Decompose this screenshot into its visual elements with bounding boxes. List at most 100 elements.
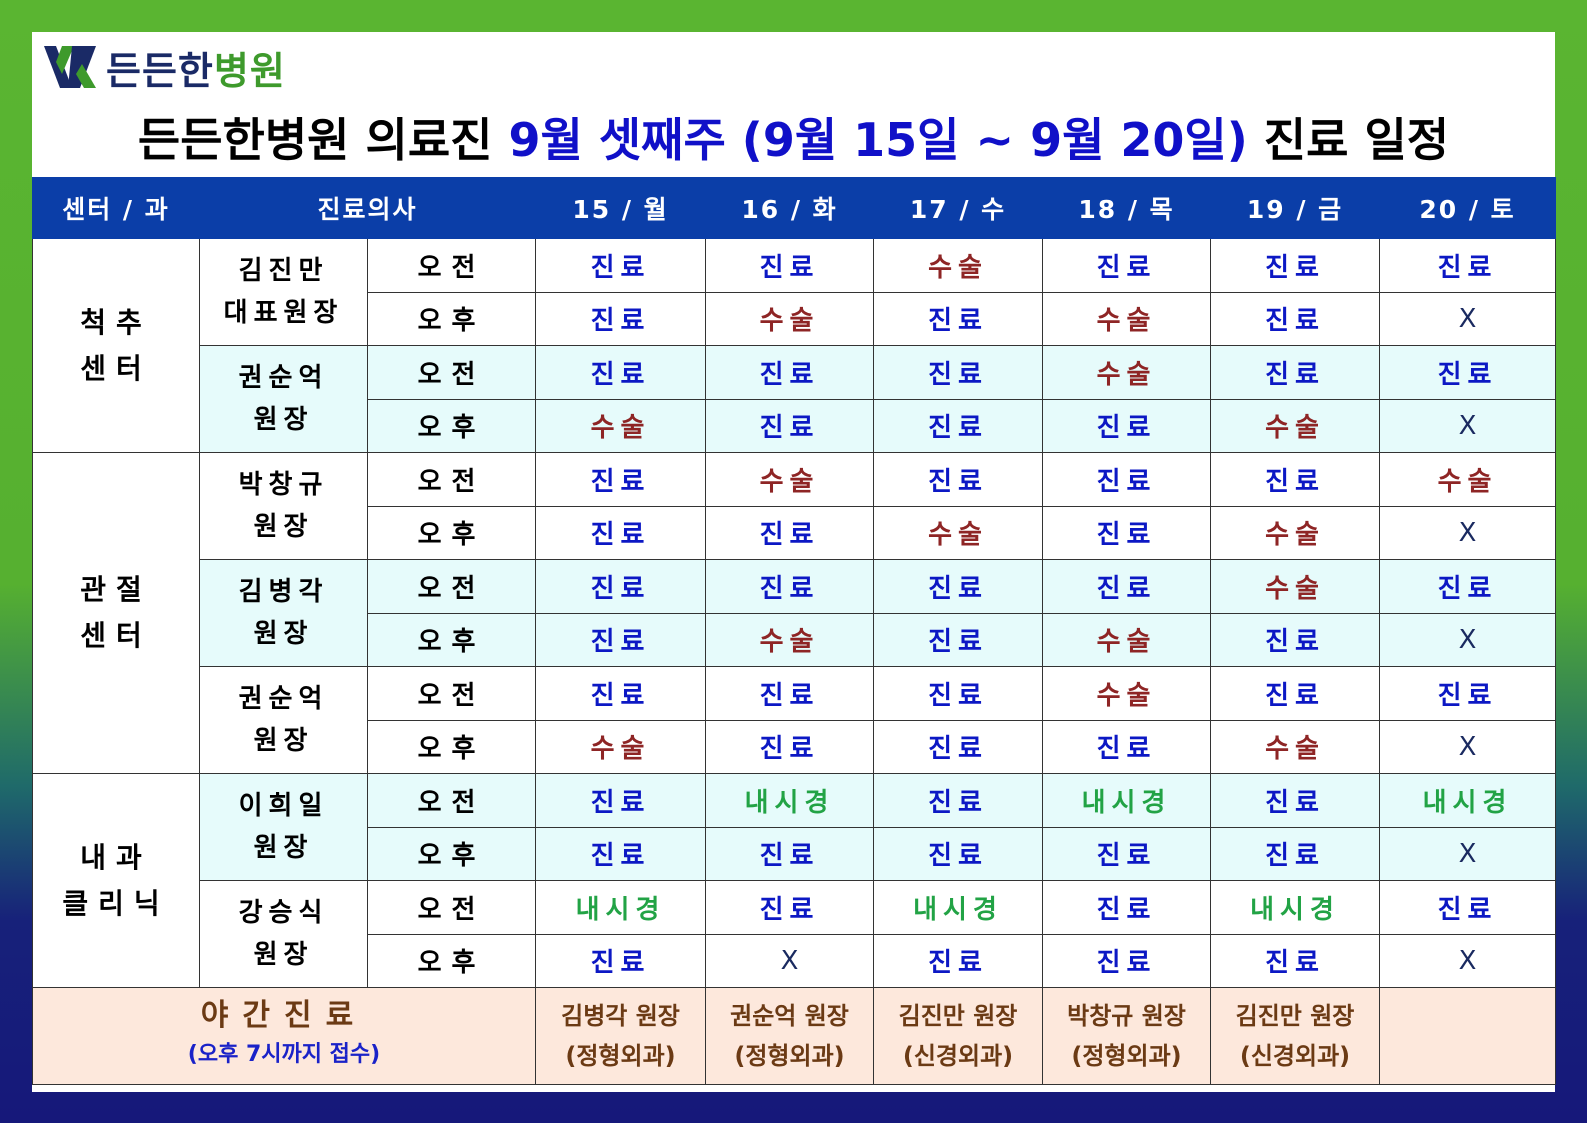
center-name-line1: 관절 (80, 573, 152, 606)
doctor-cell: 권순억 원장 (199, 666, 368, 774)
schedule-cell: 진료 (873, 291, 1044, 346)
night-doctor-dept: (정형외과) (1071, 1042, 1182, 1070)
schedule-row: 오후 진료 X 진료 진료 진료 X (33, 933, 1557, 988)
header-day: 16 / 화 (705, 177, 875, 239)
schedule-cell: 진료 (1210, 345, 1381, 400)
schedule-cell: 수술 (873, 238, 1044, 293)
schedule-cell: 진료 (535, 452, 707, 507)
schedule-row: 오후 진료 수술 진료 수술 진료 X (33, 612, 1557, 667)
night-doctor-dept: (신경외과) (1239, 1042, 1351, 1070)
doctor-title: 원장 (253, 833, 314, 863)
night-doctor-cell: 김병각 원장 (정형외과) (535, 987, 707, 1085)
doctor-name: 강승식 (238, 898, 329, 928)
schedule-cell: 진료 (535, 505, 707, 560)
schedule-cell: 수술 (1210, 505, 1381, 560)
schedule-cell: 수술 (705, 612, 875, 667)
schedule-cell: 진료 (705, 345, 875, 400)
schedule-cell: 진료 (873, 826, 1044, 881)
night-title: 야간진료 (200, 998, 368, 1033)
schedule-cell: 진료 (1042, 826, 1212, 881)
schedule-cell: 진료 (873, 666, 1044, 721)
night-doctor-cell: 권순억 원장 (정형외과) (705, 987, 875, 1085)
doctor-cell: 김병각 원장 (199, 559, 368, 667)
header-doctor: 진료의사 (198, 177, 537, 239)
schedule-cell: 진료 (535, 559, 707, 614)
time-slot: 오전 (366, 880, 537, 935)
schedule-cell: 진료 (705, 719, 875, 774)
night-doctor-name: 김병각 원장 (561, 1002, 680, 1030)
header-day: 19 / 금 (1210, 177, 1381, 239)
schedule-cell: 진료 (873, 719, 1044, 774)
schedule-row: 오후 수술 진료 진료 진료 수술 X (33, 719, 1557, 774)
night-row: 야간진료 (오후 7시까지 접수) 김병각 원장 (정형외과) 권순억 원장 (정형… (31, 987, 1557, 1085)
schedule-cell: 수술 (1210, 398, 1381, 453)
header-day: 18 / 목 (1042, 177, 1212, 239)
schedule-cell: 진료 (1210, 933, 1381, 988)
schedule-cell: 진료 (1042, 238, 1212, 293)
schedule-cell: 진료 (1379, 238, 1557, 293)
schedule-row: 척추 센터 김진만 대표원장 오전 진료 진료 수술 진료 진료 진료 (32, 238, 1557, 453)
center-cell: 관절 센터 (32, 452, 200, 774)
doctor-cell: 김진만 대표원장 (199, 238, 368, 346)
schedule-cell: 수술 (535, 719, 707, 774)
night-doctor-name: 박창규 원장 (1067, 1002, 1186, 1030)
schedule-cell: 진료 (535, 773, 707, 828)
schedule-cell: 수술 (1042, 291, 1212, 346)
night-doctor-name: 권순억 원장 (730, 1002, 849, 1030)
schedule-cell: 진료 (873, 398, 1044, 453)
schedule-cell: 진료 (1210, 773, 1381, 828)
schedule-cell: 진료 (873, 612, 1044, 667)
time-slot: 오후 (366, 826, 537, 881)
schedule-cell: 수술 (705, 452, 875, 507)
center-name-line2: 센터 (80, 351, 152, 385)
schedule-cell: X (1379, 612, 1557, 667)
doctor-title: 원장 (253, 405, 314, 435)
schedule-cell: 수술 (705, 291, 875, 346)
logo-mark-icon (44, 46, 96, 88)
schedule-cell: 진료 (1042, 505, 1212, 560)
schedule-cell: 진료 (1379, 559, 1557, 614)
schedule-cell: X (1379, 826, 1557, 881)
title-suffix: 진료 일정 (1247, 113, 1450, 167)
schedule-row: 내과 클리닉 이희일 원장 오전 진료 내시경 진료 내시경 진료 내시경 (32, 773, 1557, 988)
time-slot: 오후 (366, 719, 537, 774)
night-doctor-dept: (신경외과) (902, 1042, 1014, 1070)
schedule-row: 오후 수술 진료 진료 진료 수술 X (33, 398, 1557, 453)
schedule-cell: 내시경 (1379, 773, 1557, 828)
schedule-cell: 진료 (1379, 345, 1557, 400)
schedule-row: 권순억 원장 오전 진료 진료 진료 수술 진료 진료 (33, 345, 1557, 453)
doctor-title: 원장 (253, 619, 314, 649)
title-prefix: 든든한병원 의료진 (137, 113, 509, 167)
schedule-cell: 진료 (1042, 880, 1212, 935)
center-cell: 내과 클리닉 (32, 773, 200, 988)
time-slot: 오전 (366, 345, 537, 400)
doctor-title: 대표원장 (223, 298, 344, 328)
schedule-row: 권순억 원장 오전 진료 진료 진료 수술 진료 진료 (33, 666, 1557, 774)
schedule-cell: 진료 (535, 238, 707, 293)
schedule-cell: 진료 (1210, 666, 1381, 721)
night-doctor-dept: (정형외과) (734, 1042, 845, 1070)
night-doctor-dept: (정형외과) (565, 1042, 676, 1070)
schedule-cell: X (1379, 719, 1557, 774)
schedule-cell: 진료 (1042, 398, 1212, 453)
schedule-row: 오후 진료 진료 수술 진료 수술 X (33, 505, 1557, 560)
hospital-logo: 든든한병원 (42, 42, 286, 93)
doctor-name: 권순억 (238, 363, 329, 393)
doctor-cell: 이희일 원장 (199, 773, 368, 881)
schedule-cell: 진료 (873, 933, 1044, 988)
schedule-cell: 진료 (1042, 559, 1212, 614)
schedule-cell: 진료 (535, 826, 707, 881)
schedule-cell: 진료 (705, 398, 875, 453)
time-slot: 오전 (366, 773, 537, 828)
time-slot: 오후 (366, 933, 537, 988)
schedule-cell: 진료 (873, 559, 1044, 614)
time-slot: 오전 (366, 559, 537, 614)
schedule-cell: 진료 (1379, 880, 1557, 935)
time-slot: 오전 (366, 666, 537, 721)
schedule-cell: 진료 (535, 666, 707, 721)
schedule-cell: 수술 (535, 398, 707, 453)
time-slot: 오후 (366, 612, 537, 667)
time-slot: 오후 (366, 398, 537, 453)
schedule-cell: 수술 (1210, 559, 1381, 614)
